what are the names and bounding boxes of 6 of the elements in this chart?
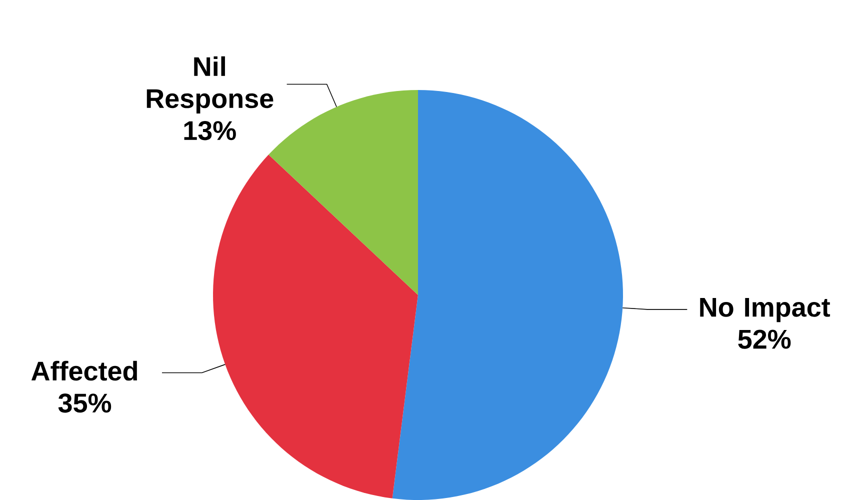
data-label: 35% bbox=[58, 394, 112, 413]
data-label: 52% bbox=[738, 330, 791, 349]
slice-label: Affected bbox=[31, 360, 137, 381]
slice-label: Nil Response bbox=[146, 56, 274, 114]
data-label: 13% bbox=[184, 121, 236, 140]
slice-label: No Impact bbox=[700, 298, 830, 322]
